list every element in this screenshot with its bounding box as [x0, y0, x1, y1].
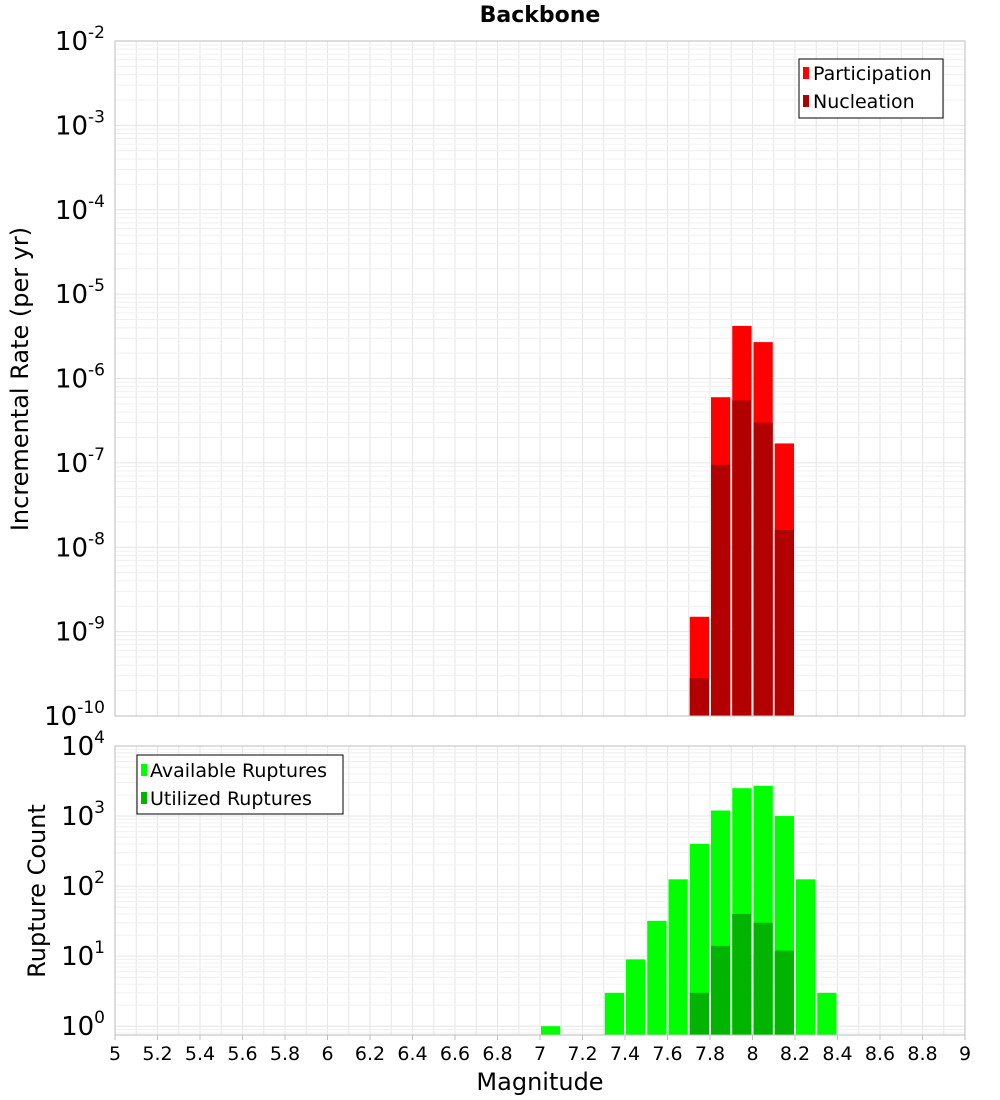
bottom-y-tick-label: 103: [61, 798, 105, 832]
x-tick-label: 8.8: [907, 1043, 937, 1065]
legend-label-available-ruptures: Available Ruptures: [150, 760, 327, 782]
top-y-tick-label: 10-2: [55, 23, 105, 57]
bottom-bar-utilized-ruptures: [689, 992, 709, 1035]
x-tick-label: 6.2: [355, 1043, 385, 1065]
bottom-bar-available-ruptures: [796, 879, 816, 1035]
x-tick-label: 8.6: [865, 1043, 895, 1065]
x-tick-label: 8.4: [822, 1043, 852, 1065]
top-y-tick-label: 10-6: [55, 361, 105, 395]
top-plot-bars: [689, 325, 794, 716]
bottom-bar-utilized-ruptures: [753, 922, 773, 1035]
legend-swatch-utilized-ruptures: [141, 792, 147, 804]
bottom-bar-utilized-ruptures: [732, 914, 752, 1035]
bottom-y-tick-label: 104: [61, 728, 105, 762]
legend-label-utilized-ruptures: Utilized Ruptures: [150, 788, 312, 810]
x-tick-label: 8: [746, 1043, 758, 1065]
top-y-tick-label: 10-4: [55, 192, 105, 226]
legend-label-participation: Participation: [813, 63, 932, 85]
bottom-y-tick-label: 102: [61, 868, 105, 902]
top-y-tick-label: 10-9: [55, 614, 105, 648]
top-bar-nucleation: [732, 400, 752, 716]
bottom-plot-x-ticks: 5 5.2 5.4 5.6 5.8 6 6.2 6.4 6.6 6.8 7 7.2 7.4 7.6 7.8 8…: [109, 1035, 971, 1065]
top-y-tick-label: 10-5: [55, 276, 105, 310]
x-tick-label: 5.4: [185, 1043, 215, 1065]
bottom-plot-y-ticks: 100 101 102 103 104: [61, 728, 105, 1042]
bottom-bar-available-ruptures: [541, 1026, 561, 1035]
top-plot-grid: [114, 40, 966, 717]
bottom-bar-available-ruptures: [817, 992, 837, 1035]
bottom-y-tick-label: 100: [61, 1008, 105, 1042]
top-bar-nucleation: [711, 464, 731, 716]
bottom-y-tick-label: 101: [61, 938, 105, 972]
bottom-bar-available-ruptures: [647, 920, 667, 1035]
x-tick-label: 5.2: [142, 1043, 172, 1065]
x-tick-label: 5.6: [227, 1043, 257, 1065]
top-bar-nucleation: [689, 678, 709, 716]
x-tick-label: 6.4: [397, 1043, 427, 1065]
top-y-axis-label: Incremental Rate (per yr): [6, 227, 34, 531]
legend-swatch-participation: [803, 67, 809, 79]
legend-swatch-available-ruptures: [141, 764, 147, 776]
top-y-tick-label: 10-3: [55, 107, 105, 141]
x-tick-label: 7.6: [652, 1043, 682, 1065]
top-bar-nucleation: [774, 530, 794, 716]
top-bar-nucleation: [753, 422, 773, 716]
top-y-tick-label: 10-8: [55, 529, 105, 563]
top-legend-box: [798, 58, 944, 119]
legend-swatch-nucleation: [803, 95, 809, 107]
x-tick-label: 8.2: [780, 1043, 810, 1065]
x-axis-label: Magnitude: [476, 1068, 603, 1096]
bottom-bar-utilized-ruptures: [711, 945, 731, 1035]
legend-label-nucleation: Nucleation: [813, 91, 915, 113]
bottom-legend: Available Ruptures Utilized Ruptures: [136, 754, 344, 815]
x-tick-label: 7.2: [567, 1043, 597, 1065]
bottom-bar-available-ruptures: [668, 879, 688, 1035]
x-tick-label: 5: [109, 1043, 121, 1065]
chart-title: Backbone: [480, 3, 601, 28]
bottom-y-axis-label: Rupture Count: [23, 804, 51, 978]
x-tick-label: 5.8: [270, 1043, 300, 1065]
bottom-bar-utilized-ruptures: [774, 950, 794, 1035]
top-y-tick-label: 10-7: [55, 445, 105, 479]
x-tick-label: 6.8: [482, 1043, 512, 1065]
x-tick-label: 7.4: [610, 1043, 640, 1065]
x-tick-label: 6.6: [440, 1043, 470, 1065]
bottom-bar-available-ruptures: [689, 843, 709, 1035]
top-plot-y-ticks: 10-10 10-9 10-8 10-7 10-6 10-5 10-4 10-3 10-2: [44, 23, 105, 732]
x-tick-label: 7.8: [695, 1043, 725, 1065]
top-plot-frame: [114, 40, 966, 717]
bottom-legend-box: [136, 754, 344, 815]
x-tick-label: 9: [959, 1043, 971, 1065]
bottom-bar-available-ruptures: [626, 959, 646, 1035]
top-legend: Participation Nucleation: [798, 58, 944, 119]
x-tick-label: 7: [534, 1043, 546, 1065]
top-y-tick-label: 10-10: [44, 698, 105, 732]
bottom-plot-bars: [541, 785, 837, 1035]
bottom-bar-available-ruptures: [604, 992, 624, 1035]
x-tick-label: 6: [321, 1043, 333, 1065]
